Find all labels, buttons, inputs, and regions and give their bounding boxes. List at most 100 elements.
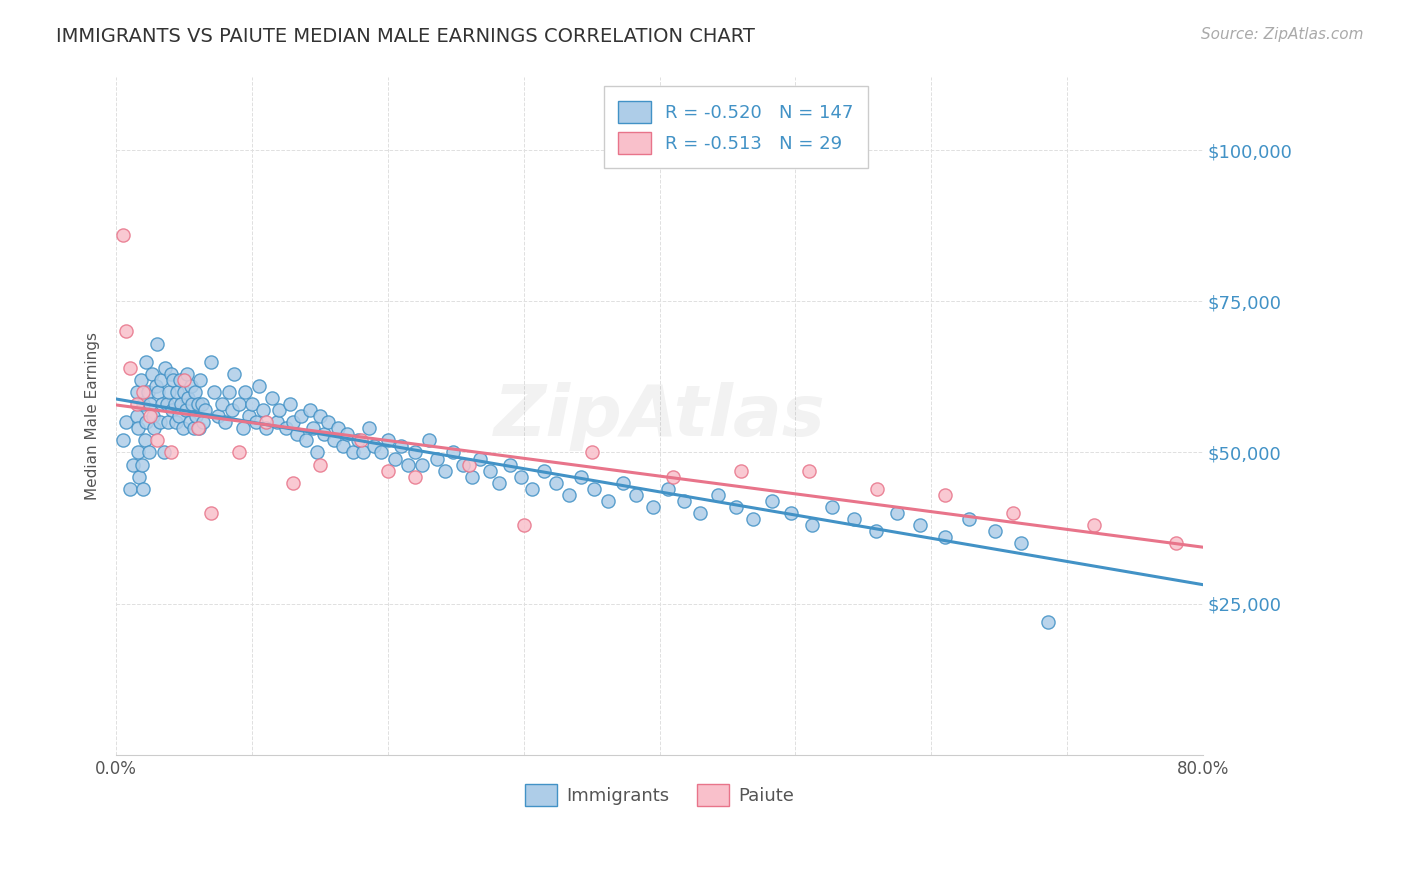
Point bbox=[167, 409, 190, 424]
Point bbox=[886, 506, 908, 520]
Point bbox=[173, 384, 195, 399]
Point bbox=[157, 384, 180, 399]
Point bbox=[193, 415, 215, 429]
Point bbox=[129, 373, 152, 387]
Point bbox=[240, 397, 263, 411]
Point bbox=[433, 464, 456, 478]
Point bbox=[581, 445, 603, 459]
Point bbox=[404, 445, 426, 459]
Point bbox=[218, 384, 240, 399]
Point bbox=[184, 384, 207, 399]
Point bbox=[153, 360, 176, 375]
Point bbox=[112, 434, 135, 448]
Point bbox=[132, 384, 155, 399]
Point bbox=[510, 469, 533, 483]
Point bbox=[224, 367, 246, 381]
Point bbox=[170, 397, 193, 411]
Point bbox=[160, 403, 183, 417]
Point bbox=[657, 482, 679, 496]
Point bbox=[411, 458, 433, 472]
Point bbox=[156, 415, 179, 429]
Point bbox=[238, 409, 260, 424]
Point bbox=[662, 469, 685, 483]
Point bbox=[146, 434, 169, 448]
Point bbox=[245, 415, 267, 429]
Point bbox=[626, 488, 648, 502]
Y-axis label: Median Male Earnings: Median Male Earnings bbox=[86, 332, 100, 500]
Point bbox=[780, 506, 803, 520]
Point bbox=[290, 409, 312, 424]
Point bbox=[141, 367, 163, 381]
Point bbox=[187, 421, 209, 435]
Point bbox=[322, 434, 344, 448]
Point bbox=[135, 415, 157, 429]
Point bbox=[155, 397, 177, 411]
Point bbox=[114, 415, 136, 429]
Point bbox=[350, 434, 373, 448]
Point bbox=[1083, 518, 1105, 533]
Point bbox=[165, 415, 187, 429]
Point bbox=[139, 409, 162, 424]
Point bbox=[441, 445, 464, 459]
Point bbox=[112, 227, 135, 242]
Point bbox=[533, 464, 555, 478]
Point bbox=[285, 427, 308, 442]
Point bbox=[200, 355, 222, 369]
Point bbox=[202, 384, 225, 399]
Point bbox=[274, 421, 297, 435]
Point bbox=[183, 421, 205, 435]
Point bbox=[336, 427, 359, 442]
Point bbox=[404, 469, 426, 483]
Point bbox=[166, 384, 188, 399]
Point bbox=[186, 409, 208, 424]
Point bbox=[172, 421, 194, 435]
Point bbox=[221, 403, 243, 417]
Point bbox=[177, 391, 200, 405]
Point bbox=[142, 409, 165, 424]
Point bbox=[761, 493, 783, 508]
Point bbox=[252, 403, 274, 417]
Point bbox=[865, 524, 887, 538]
Point bbox=[569, 469, 592, 483]
Point bbox=[309, 458, 332, 472]
Point bbox=[191, 397, 214, 411]
Point bbox=[934, 530, 956, 544]
Point bbox=[866, 482, 889, 496]
Point bbox=[127, 445, 149, 459]
Point bbox=[121, 458, 143, 472]
Point bbox=[254, 421, 277, 435]
Point bbox=[426, 451, 449, 466]
Point bbox=[125, 397, 148, 411]
Point bbox=[278, 397, 301, 411]
Point bbox=[910, 518, 932, 533]
Text: IMMIGRANTS VS PAIUTE MEDIAN MALE EARNINGS CORRELATION CHART: IMMIGRANTS VS PAIUTE MEDIAN MALE EARNING… bbox=[56, 27, 755, 45]
Point bbox=[689, 506, 711, 520]
Point bbox=[557, 488, 579, 502]
Point bbox=[934, 488, 956, 502]
Point bbox=[546, 475, 568, 490]
Text: Source: ZipAtlas.com: Source: ZipAtlas.com bbox=[1201, 27, 1364, 42]
Point bbox=[312, 427, 335, 442]
Point bbox=[153, 445, 176, 459]
Point bbox=[363, 439, 385, 453]
Point bbox=[724, 500, 747, 514]
Point bbox=[190, 373, 212, 387]
Point bbox=[281, 475, 304, 490]
Point bbox=[957, 512, 980, 526]
Point bbox=[461, 469, 484, 483]
Point bbox=[353, 445, 375, 459]
Point bbox=[672, 493, 695, 508]
Point bbox=[150, 373, 173, 387]
Point bbox=[316, 415, 339, 429]
Point bbox=[707, 488, 730, 502]
Point bbox=[128, 469, 150, 483]
Point bbox=[232, 421, 254, 435]
Point bbox=[451, 458, 474, 472]
Point bbox=[228, 445, 250, 459]
Point bbox=[173, 373, 195, 387]
Point bbox=[159, 367, 181, 381]
Point bbox=[193, 403, 215, 417]
Point bbox=[145, 379, 167, 393]
Point bbox=[200, 506, 222, 520]
Point bbox=[384, 451, 406, 466]
